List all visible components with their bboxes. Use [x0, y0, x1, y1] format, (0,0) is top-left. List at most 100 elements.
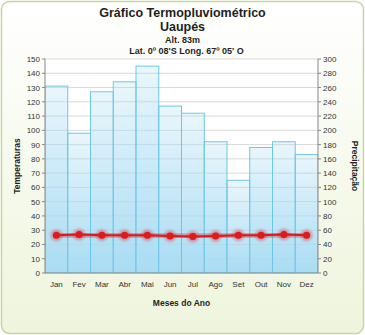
y-tick-label: 90 [31, 141, 40, 150]
marker-glow [301, 230, 312, 241]
subtitle: Uaupés [160, 20, 205, 34]
y-tick [42, 244, 45, 245]
y2-tick-label: 20 [323, 255, 332, 264]
bar [45, 86, 68, 273]
y-tick-label: 0 [36, 269, 41, 278]
marker-glow [51, 230, 62, 241]
line-glow [56, 234, 306, 236]
y2-tick-label: 60 [323, 226, 332, 235]
y-tick [42, 215, 45, 216]
marker-glow [187, 231, 198, 242]
y2-tick [318, 101, 321, 102]
y-tick-label: 120 [27, 98, 41, 107]
y2-tick-label: 140 [323, 169, 337, 178]
y-tick-label: 140 [27, 69, 41, 78]
marker [189, 233, 196, 240]
y-tick [42, 116, 45, 117]
x-axis [45, 273, 318, 274]
y-tick-label: 80 [31, 155, 40, 164]
marker-glow [142, 230, 153, 241]
y-tick [42, 144, 45, 145]
y-tick [42, 101, 45, 102]
y2-tick [318, 144, 321, 145]
x-tick-label: Ago [209, 280, 224, 289]
y2-tick-label: 300 [323, 55, 337, 64]
y-tick [42, 187, 45, 188]
y-tick-label: 110 [27, 112, 40, 121]
y2-axis [318, 59, 319, 273]
x-tick-label: Fev [72, 280, 85, 289]
x-tick-label: Mai [141, 280, 154, 289]
y2-tick-label: 160 [323, 155, 337, 164]
x-tick-label: Jan [50, 280, 63, 289]
y2-tick-label: 180 [323, 141, 337, 150]
y2-tick [318, 173, 321, 174]
marker-glow [278, 229, 289, 240]
marker [98, 232, 105, 239]
y-tick [42, 258, 45, 259]
grid-line [45, 87, 318, 88]
x-tick-label: Out [255, 280, 269, 289]
annotation: Lat. 0º 08'S Long. 67º 05' O [129, 46, 243, 56]
x-tick-label: Jun [164, 280, 177, 289]
y2-tick [318, 244, 321, 245]
y2-tick [318, 73, 321, 74]
y2-tick [318, 59, 321, 60]
grid-line [45, 273, 318, 274]
y-tick-label: 30 [31, 226, 40, 235]
marker [144, 232, 151, 239]
bar [68, 133, 91, 273]
marker [280, 231, 287, 238]
bar [113, 82, 136, 273]
line [56, 234, 306, 236]
y2-tick-label: 80 [323, 212, 332, 221]
bar [273, 142, 296, 273]
plot [45, 66, 318, 273]
marker [235, 232, 242, 239]
title: Gráfico Termopluviométrico [99, 6, 266, 20]
marker [212, 232, 219, 239]
bar [182, 113, 205, 273]
grid-line [45, 73, 318, 74]
y-tick [42, 59, 45, 60]
y2-tick [318, 258, 321, 259]
bar [136, 66, 159, 273]
marker [121, 232, 128, 239]
y-tick-label: 20 [31, 240, 40, 249]
x-tick-label: Mar [95, 280, 109, 289]
plot-area [45, 59, 318, 273]
y2-tick [318, 187, 321, 188]
marker-glow [96, 230, 107, 241]
y-tick-label: 100 [27, 126, 41, 135]
y2-tick [318, 215, 321, 216]
y-tick [42, 130, 45, 131]
bar [295, 155, 318, 273]
y2-tick-label: 40 [323, 240, 332, 249]
y2-tick [318, 230, 321, 231]
y-tick [42, 173, 45, 174]
y-tick [42, 201, 45, 202]
y2-axis-title: Precipitação [350, 141, 360, 192]
y2-tick-label: 100 [323, 198, 337, 207]
y2-tick [318, 87, 321, 88]
marker-glow [165, 230, 176, 241]
y-tick-label: 10 [31, 255, 40, 264]
y2-tick [318, 130, 321, 131]
y2-tick-label: 240 [323, 98, 337, 107]
grid-line [45, 59, 318, 60]
y-tick [42, 87, 45, 88]
marker-glow [119, 230, 130, 241]
bar [204, 142, 227, 273]
frame [2, 2, 364, 334]
marker [303, 232, 310, 239]
y-tick-label: 50 [31, 198, 40, 207]
y2-tick-label: 260 [323, 84, 337, 93]
bar [227, 180, 250, 273]
y2-tick-label: 0 [323, 269, 328, 278]
marker-glow [74, 229, 85, 240]
x-tick-label: Abr [118, 280, 131, 289]
chart: Gráfico TermopluviométricoUaupésAlt. 83m… [0, 0, 365, 335]
marker-glow [233, 230, 244, 241]
y-tick-label: 130 [27, 84, 41, 93]
y-axis-title: Temperaturas [12, 138, 22, 194]
